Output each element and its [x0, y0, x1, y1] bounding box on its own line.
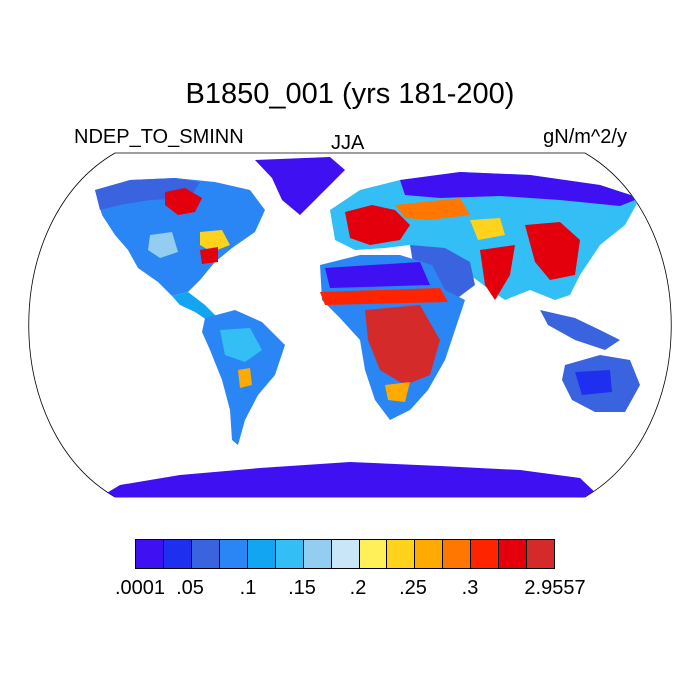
variable-label: NDEP_TO_SMINN — [74, 126, 244, 148]
colorbar-box-8 — [359, 540, 388, 568]
colorbar-tick-label: .3 — [461, 577, 479, 599]
colorbar-box-6 — [303, 540, 332, 568]
antarctica-landmass — [100, 462, 600, 497]
colorbar-tick-label: .2 — [349, 577, 367, 599]
colorbar-box-7 — [331, 540, 360, 568]
plot-title: B1850_001 (yrs 181-200) — [185, 78, 515, 110]
colorbar-box-0 — [136, 540, 164, 568]
units-label: gN/m^2/y — [543, 126, 627, 148]
colorbar-box-5 — [275, 540, 304, 568]
colorbar-tick-label: .1 — [239, 577, 257, 599]
colorbar-box-9 — [387, 540, 416, 568]
colorbar-box-4 — [247, 540, 276, 568]
colorbar-box-1 — [163, 540, 192, 568]
colorbar-box-12 — [471, 540, 500, 568]
colorbar-box-14 — [527, 540, 555, 568]
colorbar-tick-label: .25 — [399, 577, 427, 599]
colorbar-tick-label: .05 — [176, 577, 204, 599]
se-asia-islands — [540, 310, 620, 350]
colorbar — [135, 539, 555, 569]
central-america-landmass — [172, 292, 218, 322]
colorbar-box-3 — [219, 540, 248, 568]
season-label: JJA — [331, 132, 365, 154]
colorbar-box-10 — [415, 540, 444, 568]
colorbar-box-13 — [499, 540, 528, 568]
colorbar-tick-label: 2.9557 — [524, 577, 586, 599]
greenland-landmass — [255, 157, 345, 215]
colorbar-box-11 — [443, 540, 472, 568]
colorbar-box-2 — [191, 540, 220, 568]
colorbar-tick-label: .15 — [288, 577, 316, 599]
north-america-landmass — [95, 178, 265, 296]
colorbar-tick-label: .0001 — [114, 577, 166, 599]
